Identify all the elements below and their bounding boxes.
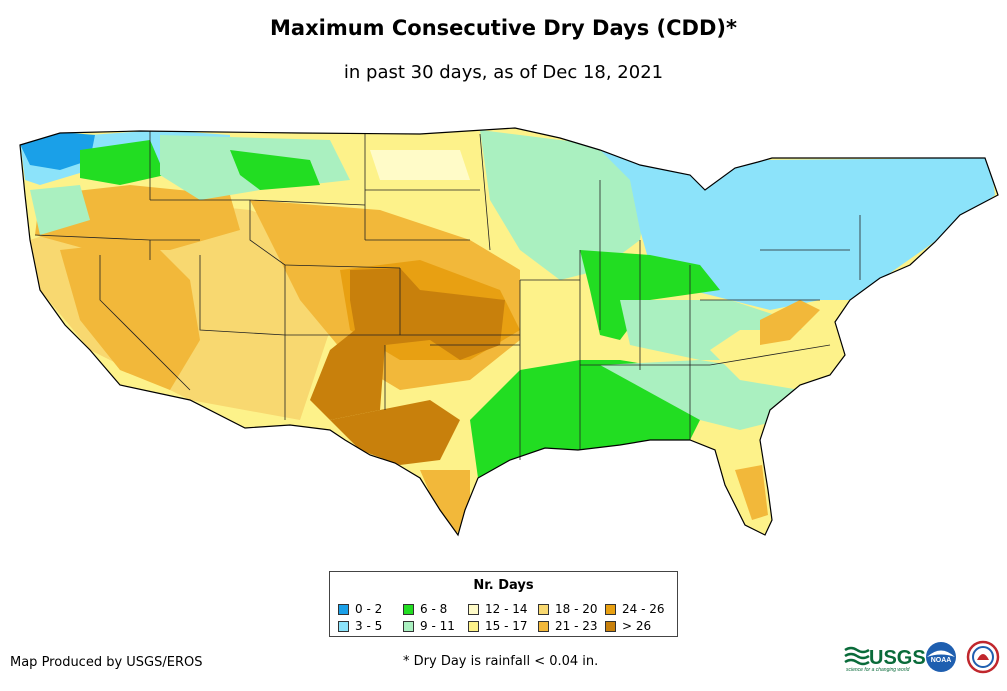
legend-title: Nr. Days — [473, 578, 534, 593]
legend-item: 18 - 20 — [538, 602, 598, 616]
legend-swatch — [403, 603, 414, 615]
legend-swatch — [468, 620, 479, 632]
southern-plains-gt26 — [310, 268, 505, 420]
nevada-21-23 — [60, 240, 200, 390]
legend-item: 9 - 11 — [403, 619, 455, 633]
legend-item: 15 - 17 — [468, 619, 528, 633]
legend-label: 21 - 23 — [555, 619, 598, 633]
pnw-6-8 — [80, 140, 165, 185]
legend-label: 15 - 17 — [485, 619, 528, 633]
legend-item: 12 - 14 — [468, 602, 528, 616]
upper-midwest-9-11 — [480, 130, 650, 280]
legend-item: 0 - 2 — [338, 602, 382, 616]
legend-swatch — [605, 603, 616, 615]
pnw-coast-9-11 — [30, 185, 90, 235]
southeast-6-8 — [470, 360, 700, 478]
legend-label: 0 - 2 — [355, 602, 383, 616]
noaa-logo: NOAA — [926, 642, 956, 672]
legend-swatch — [538, 603, 549, 615]
legend-item: 3 - 5 — [338, 619, 382, 633]
legend-label: 3 - 5 — [355, 619, 383, 633]
legend-swatch — [338, 620, 349, 632]
legend-swatch — [538, 620, 549, 632]
pnw-0-2 — [20, 132, 95, 170]
legend-label: 6 - 8 — [420, 602, 448, 616]
midwest-6-8 — [580, 250, 720, 340]
legend-item: 24 - 26 — [605, 602, 665, 616]
nws-logo — [966, 640, 1000, 674]
south-texas-21-23 — [420, 470, 470, 535]
montana-6-8 — [230, 150, 320, 190]
legend-swatch — [403, 620, 414, 632]
legend-label: > 26 — [622, 619, 652, 633]
legend-item: 6 - 8 — [403, 602, 447, 616]
northern-plains-12-14 — [370, 150, 470, 180]
map-subtitle: in past 30 days, as of Dec 18, 2021 — [343, 62, 664, 83]
legend-label: 18 - 20 — [555, 602, 598, 616]
state-boundaries — [34, 131, 861, 460]
usgs-logo: USGS science for a changing world — [844, 646, 926, 673]
legend-item: 21 - 23 — [538, 619, 598, 633]
map-credit: Map Produced by USGS/EROS — [10, 655, 203, 670]
west-texas-gt26 — [330, 400, 460, 465]
legend-label: 9 - 11 — [420, 619, 455, 633]
legend: Nr. Days 0 - 2 3 - 5 6 - 8 9 - 11 12 - 1… — [329, 571, 678, 637]
appalachia-21-23 — [760, 300, 820, 345]
legend-label: 24 - 26 — [622, 602, 665, 616]
map-title: Maximum Consecutive Dry Days (CDD)* — [270, 16, 737, 40]
carolinas-15-17 — [710, 330, 840, 390]
dry-day-note: * Dry Day is rainfall < 0.04 in. — [403, 654, 599, 669]
usgs-logo-text: USGS — [869, 647, 926, 669]
oregon-21-23 — [35, 185, 240, 250]
noaa-logo-text: NOAA — [931, 657, 952, 664]
florida-21-23 — [735, 465, 768, 520]
legend-label: 12 - 14 — [485, 602, 528, 616]
usgs-tagline: science for a changing world — [846, 667, 910, 673]
legend-swatch — [605, 620, 616, 632]
legend-item: > 26 — [605, 619, 651, 633]
legend-swatch — [468, 603, 479, 615]
cdd-map — [19, 127, 999, 536]
agency-logos: USGS science for a changing world NOAA — [844, 640, 1000, 674]
legend-swatch — [338, 603, 349, 615]
